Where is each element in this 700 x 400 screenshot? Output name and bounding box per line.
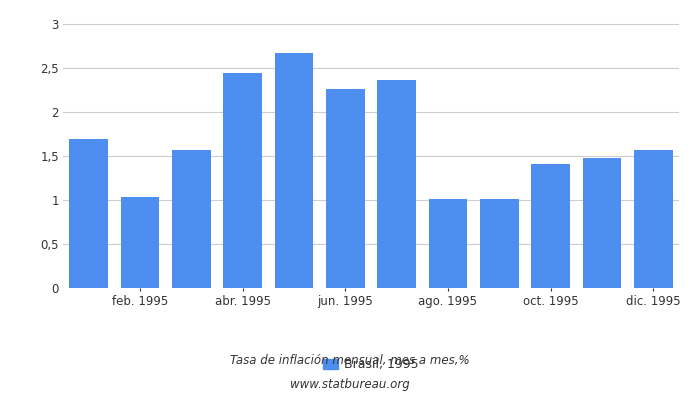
Bar [69,139,108,288]
Bar [274,52,314,288]
Bar [531,164,570,288]
Bar [428,199,467,288]
Text: www.statbureau.org: www.statbureau.org [290,378,410,391]
Bar [634,150,673,288]
Bar [172,150,211,288]
Bar [480,199,519,288]
Bar [377,80,416,288]
Bar [223,73,262,288]
Legend: Brasil, 1995: Brasil, 1995 [318,353,424,376]
Text: Tasa de inflación mensual, mes a mes,%: Tasa de inflación mensual, mes a mes,% [230,354,470,367]
Bar [120,198,160,288]
Bar [582,158,622,288]
Bar [326,88,365,288]
